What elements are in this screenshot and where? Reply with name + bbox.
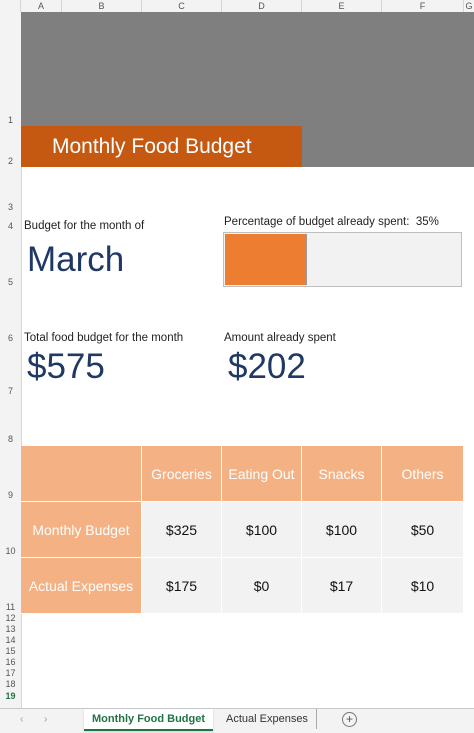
row-header-5[interactable]: 5 xyxy=(7,277,13,287)
row-header-11[interactable]: 11 xyxy=(5,602,16,612)
table-cell[interactable]: $325 xyxy=(142,502,222,558)
column-header-e[interactable]: E xyxy=(302,0,382,12)
total-budget-label: Total food budget for the month xyxy=(24,332,184,344)
table-header-eating-out[interactable]: Eating Out xyxy=(222,446,302,502)
table-header-groceries[interactable]: Groceries xyxy=(142,446,222,502)
table-corner-cell[interactable] xyxy=(21,446,142,502)
column-header-g[interactable]: G xyxy=(465,1,473,11)
row-header-2[interactable]: 2 xyxy=(7,156,13,166)
percent-value: 35% xyxy=(415,216,439,228)
tab-actual-expenses[interactable]: Actual Expenses xyxy=(218,709,317,729)
budget-progress-bar xyxy=(223,232,462,287)
table-cell[interactable]: $10 xyxy=(382,558,464,614)
table-cell[interactable]: $50 xyxy=(382,502,464,558)
table-cell[interactable]: $175 xyxy=(142,558,222,614)
amount-spent-label: Amount already spent xyxy=(224,332,336,344)
column-header-c[interactable]: C xyxy=(142,0,222,12)
row-header-9[interactable]: 9 xyxy=(7,490,13,500)
row-label-actual-expenses[interactable]: Actual Expenses xyxy=(21,558,142,614)
page-title: Monthly Food Budget xyxy=(52,135,252,158)
sheet-tab-bar: ‹ › Monthly Food Budget Actual Expenses … xyxy=(0,708,474,733)
amount-spent-value[interactable]: $202 xyxy=(228,347,306,386)
budget-month-value[interactable]: March xyxy=(27,240,125,279)
column-header-b[interactable]: B xyxy=(62,0,142,12)
row-header-10[interactable]: 10 xyxy=(5,546,16,556)
column-header-d[interactable]: D xyxy=(222,0,302,12)
row-header-4[interactable]: 4 xyxy=(7,221,13,231)
row-header-1[interactable]: 1 xyxy=(7,115,13,125)
add-sheet-icon[interactable]: + xyxy=(342,712,357,727)
budget-month-label: Budget for the month of xyxy=(24,220,145,232)
row-header-18[interactable]: 18 xyxy=(5,679,16,689)
table-cell[interactable]: $100 xyxy=(222,502,302,558)
column-header-a[interactable]: A xyxy=(21,0,62,12)
table-cell[interactable]: $17 xyxy=(302,558,382,614)
row-header-12[interactable]: 12 xyxy=(5,613,16,623)
row-header-15[interactable]: 15 xyxy=(5,646,16,656)
row-header-14[interactable]: 14 xyxy=(5,635,16,645)
total-budget-value[interactable]: $575 xyxy=(27,347,105,386)
row-label-monthly-budget[interactable]: Monthly Budget xyxy=(21,502,142,558)
row-header-7[interactable]: 7 xyxy=(7,386,13,396)
row-header-16[interactable]: 16 xyxy=(5,657,16,667)
budget-progress-fill xyxy=(225,234,307,285)
scroll-tabs-left-icon[interactable]: ‹ xyxy=(20,714,24,725)
tab-monthly-food-budget[interactable]: Monthly Food Budget xyxy=(84,709,214,731)
table-cell[interactable]: $0 xyxy=(222,558,302,614)
row-header-bar: 1 2 3 4 5 6 7 8 9 10 11 12 13 14 15 16 1… xyxy=(0,12,22,708)
select-all-corner[interactable] xyxy=(0,0,21,12)
table-header-snacks[interactable]: Snacks xyxy=(302,446,382,502)
title-bar xyxy=(21,126,302,167)
row-header-13[interactable]: 13 xyxy=(5,624,16,634)
column-header-f[interactable]: F xyxy=(382,0,464,12)
row-header-6[interactable]: 6 xyxy=(7,333,13,343)
table-cell[interactable]: $100 xyxy=(302,502,382,558)
row-header-17[interactable]: 17 xyxy=(5,668,16,678)
percent-label: Percentage of budget already spent: 35% xyxy=(224,216,439,228)
row-header-19[interactable]: 19 xyxy=(5,691,16,701)
table-header-others[interactable]: Others xyxy=(382,446,464,502)
row-header-3[interactable]: 3 xyxy=(7,202,13,212)
scroll-tabs-right-icon[interactable]: › xyxy=(44,714,48,725)
row-header-8[interactable]: 8 xyxy=(7,434,13,444)
percent-label-text: Percentage of budget already spent: xyxy=(224,216,410,228)
